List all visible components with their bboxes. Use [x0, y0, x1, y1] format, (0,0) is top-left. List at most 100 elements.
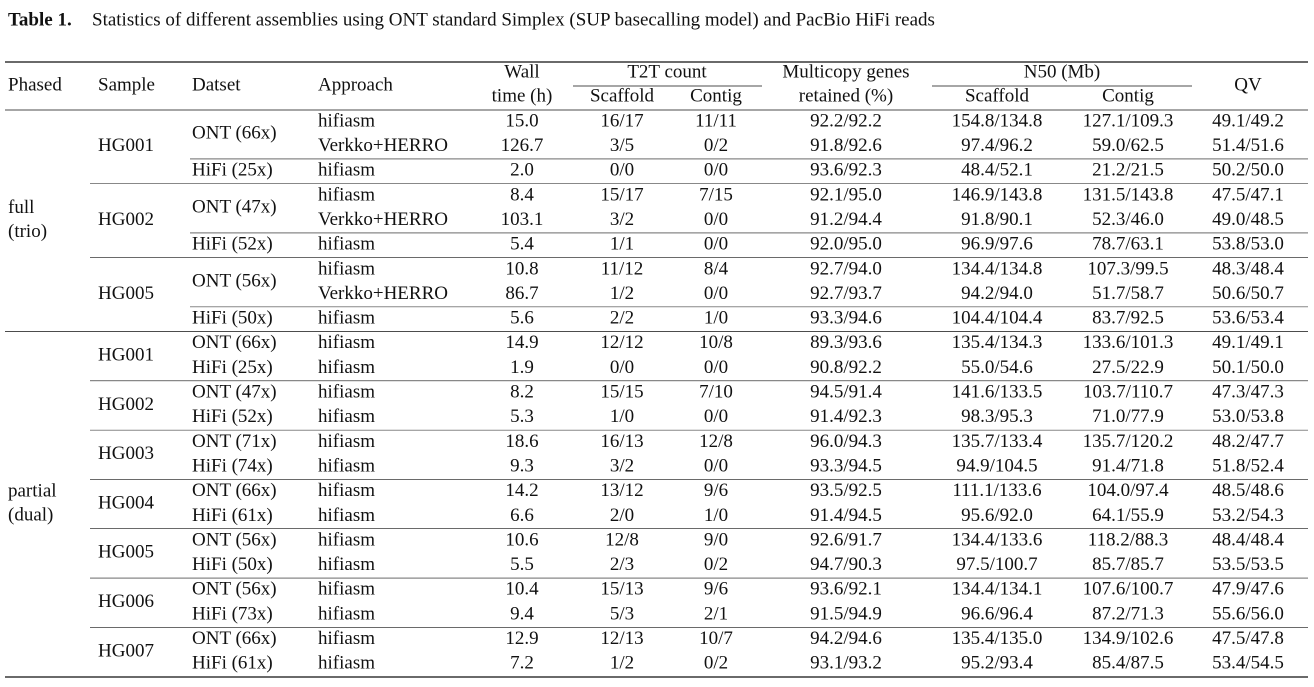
cell: 9.3	[510, 455, 534, 476]
cell: 92.7/93.7	[810, 283, 882, 304]
cell: 1.9	[510, 357, 534, 378]
cell: 0/2	[704, 135, 728, 156]
cell: 93.5/92.5	[810, 480, 882, 501]
cell: hifiasm	[318, 332, 375, 353]
cell: 96.0/94.3	[810, 431, 882, 452]
cell: 96.6/96.4	[961, 603, 1033, 624]
cell: hifiasm	[318, 653, 375, 674]
cell: 85.7/85.7	[1092, 554, 1164, 575]
cell: 6.6	[510, 505, 534, 526]
cell: 49.1/49.2	[1212, 110, 1284, 131]
cell: 104.0/97.4	[1087, 480, 1169, 501]
cell: 135.7/133.4	[952, 431, 1043, 452]
cell: 92.7/94.0	[810, 258, 882, 279]
cell: hifiasm	[318, 382, 375, 403]
cell: 135.7/120.2	[1083, 431, 1174, 452]
cell: 2.0	[510, 160, 534, 181]
cell: 0/0	[610, 357, 634, 378]
cell: 5.4	[510, 234, 534, 255]
cell: 18.6	[505, 431, 538, 452]
cell: 15.0	[505, 110, 538, 131]
cell: 126.7	[501, 135, 544, 156]
cell: hifiasm	[318, 554, 375, 575]
dataset-label: ONT (66x)	[192, 480, 277, 501]
cell: 134.9/102.6	[1083, 628, 1174, 649]
cell: 14.9	[505, 332, 538, 353]
cell: 15/17	[600, 184, 643, 205]
cell: hifiasm	[318, 308, 375, 329]
header-cell: Phased	[8, 74, 62, 95]
dataset-label: HiFi (61x)	[192, 653, 273, 674]
cell: 1/2	[610, 283, 634, 304]
cell: hifiasm	[318, 480, 375, 501]
cell: 92.6/91.7	[810, 529, 882, 550]
cell: 5.3	[510, 406, 534, 427]
cell: hifiasm	[318, 160, 375, 181]
cell: 0/0	[704, 406, 728, 427]
cell: 9/0	[704, 529, 728, 550]
cell: 1/0	[704, 308, 728, 329]
cell: 85.4/87.5	[1092, 653, 1164, 674]
cell: 12/8	[699, 431, 733, 452]
cell: 94.2/94.0	[961, 283, 1033, 304]
cell: hifiasm	[318, 628, 375, 649]
header-cell: Sample	[98, 74, 155, 95]
dataset-label: ONT (66x)	[192, 123, 277, 144]
sample-label: HG002	[98, 394, 154, 415]
cell: 8.2	[510, 382, 534, 403]
cell: 47.5/47.1	[1212, 184, 1284, 205]
dataset-label: HiFi (50x)	[192, 308, 273, 329]
dataset-label: ONT (56x)	[192, 529, 277, 550]
cell: 3/5	[610, 135, 634, 156]
cell: 93.3/94.5	[810, 455, 882, 476]
cell: Verkko+HERRO	[318, 135, 448, 156]
cell: 11/11	[695, 110, 737, 131]
cell: 94.2/94.6	[810, 628, 882, 649]
cell: 48.5/48.6	[1212, 480, 1284, 501]
cell: 48.4/52.1	[961, 160, 1033, 181]
header-cell: Scaffold	[590, 85, 655, 106]
cell: 9/6	[704, 579, 728, 600]
cell: 53.8/53.0	[1212, 234, 1284, 255]
cell: hifiasm	[318, 110, 375, 131]
cell: 2/0	[610, 505, 634, 526]
cell: 111.1/133.6	[952, 480, 1041, 501]
cell: hifiasm	[318, 431, 375, 452]
cell: 0/0	[704, 357, 728, 378]
header-cell: Datset	[192, 74, 241, 95]
cell: 10.4	[505, 579, 539, 600]
cell: 12/8	[605, 529, 639, 550]
cell: 52.3/46.0	[1092, 209, 1164, 230]
cell: 10.6	[505, 529, 538, 550]
cell: 89.3/93.6	[810, 332, 882, 353]
cell: hifiasm	[318, 258, 375, 279]
dataset-label: HiFi (52x)	[192, 234, 273, 255]
cell: 55.6/56.0	[1212, 603, 1284, 624]
cell: 51.7/58.7	[1092, 283, 1164, 304]
cell: 64.1/55.9	[1092, 505, 1164, 526]
dataset-label: HiFi (25x)	[192, 160, 273, 181]
cell: 11/12	[601, 258, 644, 279]
cell: 3/2	[610, 209, 634, 230]
caption-text: Statistics of different assemblies using…	[92, 9, 935, 30]
header-cell: Contig	[690, 85, 742, 106]
cell: 12.9	[505, 628, 538, 649]
cell: hifiasm	[318, 579, 375, 600]
dataset-label: ONT (56x)	[192, 579, 277, 600]
cell: 27.5/22.9	[1092, 357, 1164, 378]
header-cell: N50 (Mb)	[1024, 61, 1101, 82]
dataset-label: ONT (47x)	[192, 382, 277, 403]
cell: 95.6/92.0	[961, 505, 1033, 526]
cell: 8.4	[510, 184, 534, 205]
header-cell: Wall	[504, 61, 539, 82]
cell: 3/2	[610, 455, 634, 476]
cell: hifiasm	[318, 184, 375, 205]
cell: 154.8/134.8	[952, 110, 1043, 131]
cell: 21.2/21.5	[1092, 160, 1164, 181]
cell: 1/1	[610, 234, 634, 255]
cell: 0/0	[704, 160, 728, 181]
sample-label: HG003	[98, 443, 154, 464]
cell: 13/12	[600, 480, 643, 501]
cell: 50.6/50.7	[1212, 283, 1284, 304]
